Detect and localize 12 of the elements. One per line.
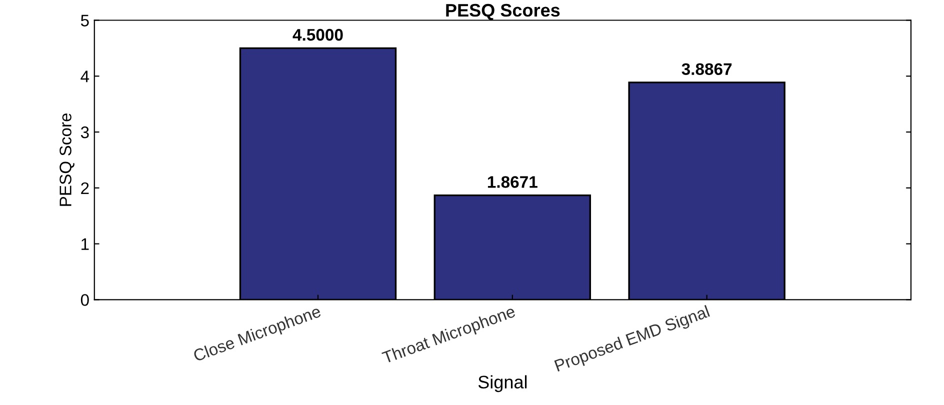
data-label: 4.5000 (292, 28, 343, 41)
data-label: 1.8671 (488, 176, 538, 188)
x-axis-title: Signal (478, 375, 527, 392)
y-tick-label: 4 (80, 70, 90, 82)
y-axis-title: PESQ Score (60, 113, 74, 206)
chart-title: PESQ Scores (446, 4, 560, 20)
y-tick-label: 1 (82, 238, 89, 250)
y-tick-label: 3 (80, 126, 89, 138)
y-tick-label: 0 (80, 294, 89, 306)
y-tick-label: 5 (80, 14, 89, 26)
y-tick-label: 2 (81, 182, 89, 194)
data-label: 3.8867 (682, 63, 732, 76)
